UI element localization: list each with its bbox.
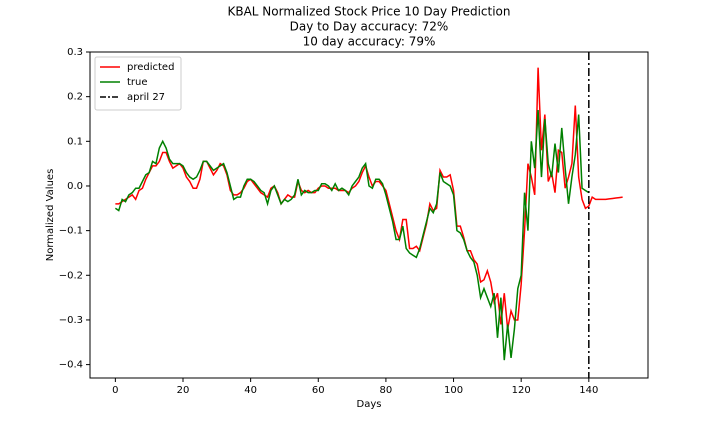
y-tick-label: 0.0	[67, 181, 83, 192]
y-tick-label: −0.1	[59, 226, 83, 237]
y-tick-label: −0.2	[59, 270, 83, 281]
x-tick-label: 40	[244, 385, 257, 396]
x-tick-label: 60	[312, 385, 325, 396]
x-tick-label: 100	[444, 385, 463, 396]
series-line	[114, 110, 590, 361]
y-axis-label: Normalized Values	[45, 169, 56, 262]
x-tick-label: 20	[177, 385, 190, 396]
x-axis-label: Days	[357, 399, 382, 410]
chart-title: KBAL Normalized Stock Price 10 Day Predi…	[228, 5, 511, 19]
x-tick-label: 80	[380, 385, 393, 396]
y-tick-label: −0.4	[59, 360, 83, 371]
chart-subtitle: 10 day accuracy: 79%	[303, 35, 436, 49]
x-tick-label: 120	[512, 385, 531, 396]
x-tick-label: 140	[579, 385, 598, 396]
y-tick-label: 0.3	[67, 47, 83, 58]
y-tick-label: 0.1	[67, 136, 83, 147]
x-tick-label: 0	[112, 385, 118, 396]
legend-label: true	[127, 77, 148, 88]
plot-frame	[89, 51, 649, 379]
legend-label: april 27	[127, 92, 165, 103]
legend-label: predicted	[127, 62, 174, 73]
y-tick-label: 0.2	[67, 92, 83, 103]
chart-subtitle: Day to Day accuracy: 72%	[290, 20, 449, 34]
legend: predicted true april 27	[94, 56, 182, 111]
series-line	[115, 67, 623, 330]
y-tick-label: −0.3	[59, 315, 83, 326]
